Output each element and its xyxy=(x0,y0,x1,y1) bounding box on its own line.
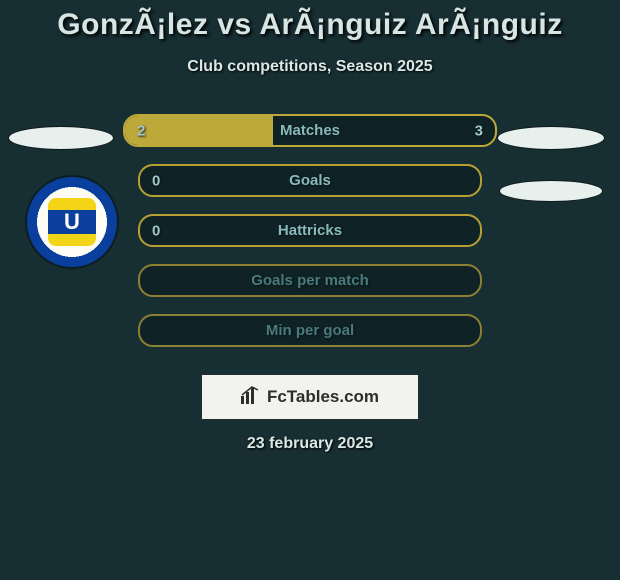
brand-text: FcTables.com xyxy=(267,387,379,407)
stat-value-left: 0 xyxy=(152,222,160,239)
date-text: 23 february 2025 xyxy=(0,435,620,453)
brand-box[interactable]: FcTables.com xyxy=(200,373,420,421)
club-badge-letter: U xyxy=(48,198,96,246)
stat-label: Goals xyxy=(289,172,331,189)
stat-value-left: 0 xyxy=(152,172,160,189)
stat-bar: Goals per match xyxy=(138,264,482,297)
stat-label: Hattricks xyxy=(278,222,342,239)
stat-bar: 2 3 Matches xyxy=(123,114,497,147)
stat-value-right: 3 xyxy=(475,122,483,139)
bar-chart-icon xyxy=(241,386,261,409)
stat-label: Goals per match xyxy=(251,272,369,289)
player-slot-left-top xyxy=(8,126,114,150)
stat-bar: Min per goal xyxy=(138,314,482,347)
player-slot-right-top xyxy=(497,126,605,150)
root: GonzÃ¡lez vs ArÃ¡nguiz ArÃ¡nguiz Club co… xyxy=(0,0,620,580)
page-title: GonzÃ¡lez vs ArÃ¡nguiz ArÃ¡nguiz xyxy=(0,0,620,42)
stat-label: Min per goal xyxy=(266,322,354,339)
player-slot-right-mid xyxy=(499,180,603,202)
stat-label: Matches xyxy=(280,122,340,139)
club-badge: U xyxy=(25,175,119,269)
stat-bar-fill xyxy=(125,116,273,145)
stat-bar: 0 Goals xyxy=(138,164,482,197)
page-subtitle: Club competitions, Season 2025 xyxy=(0,58,620,76)
stat-value-left: 2 xyxy=(137,122,145,139)
stat-bar: 0 Hattricks xyxy=(138,214,482,247)
